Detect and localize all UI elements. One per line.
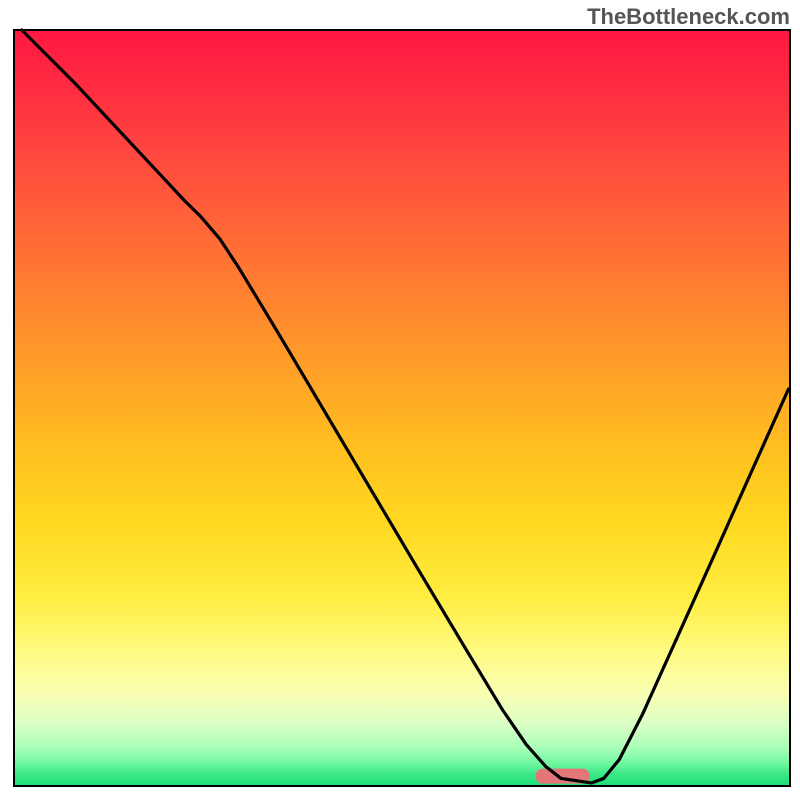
watermark-text: TheBottleneck.com	[587, 4, 790, 30]
bottleneck-chart: TheBottleneck.com	[0, 0, 800, 800]
chart-svg	[0, 0, 800, 800]
